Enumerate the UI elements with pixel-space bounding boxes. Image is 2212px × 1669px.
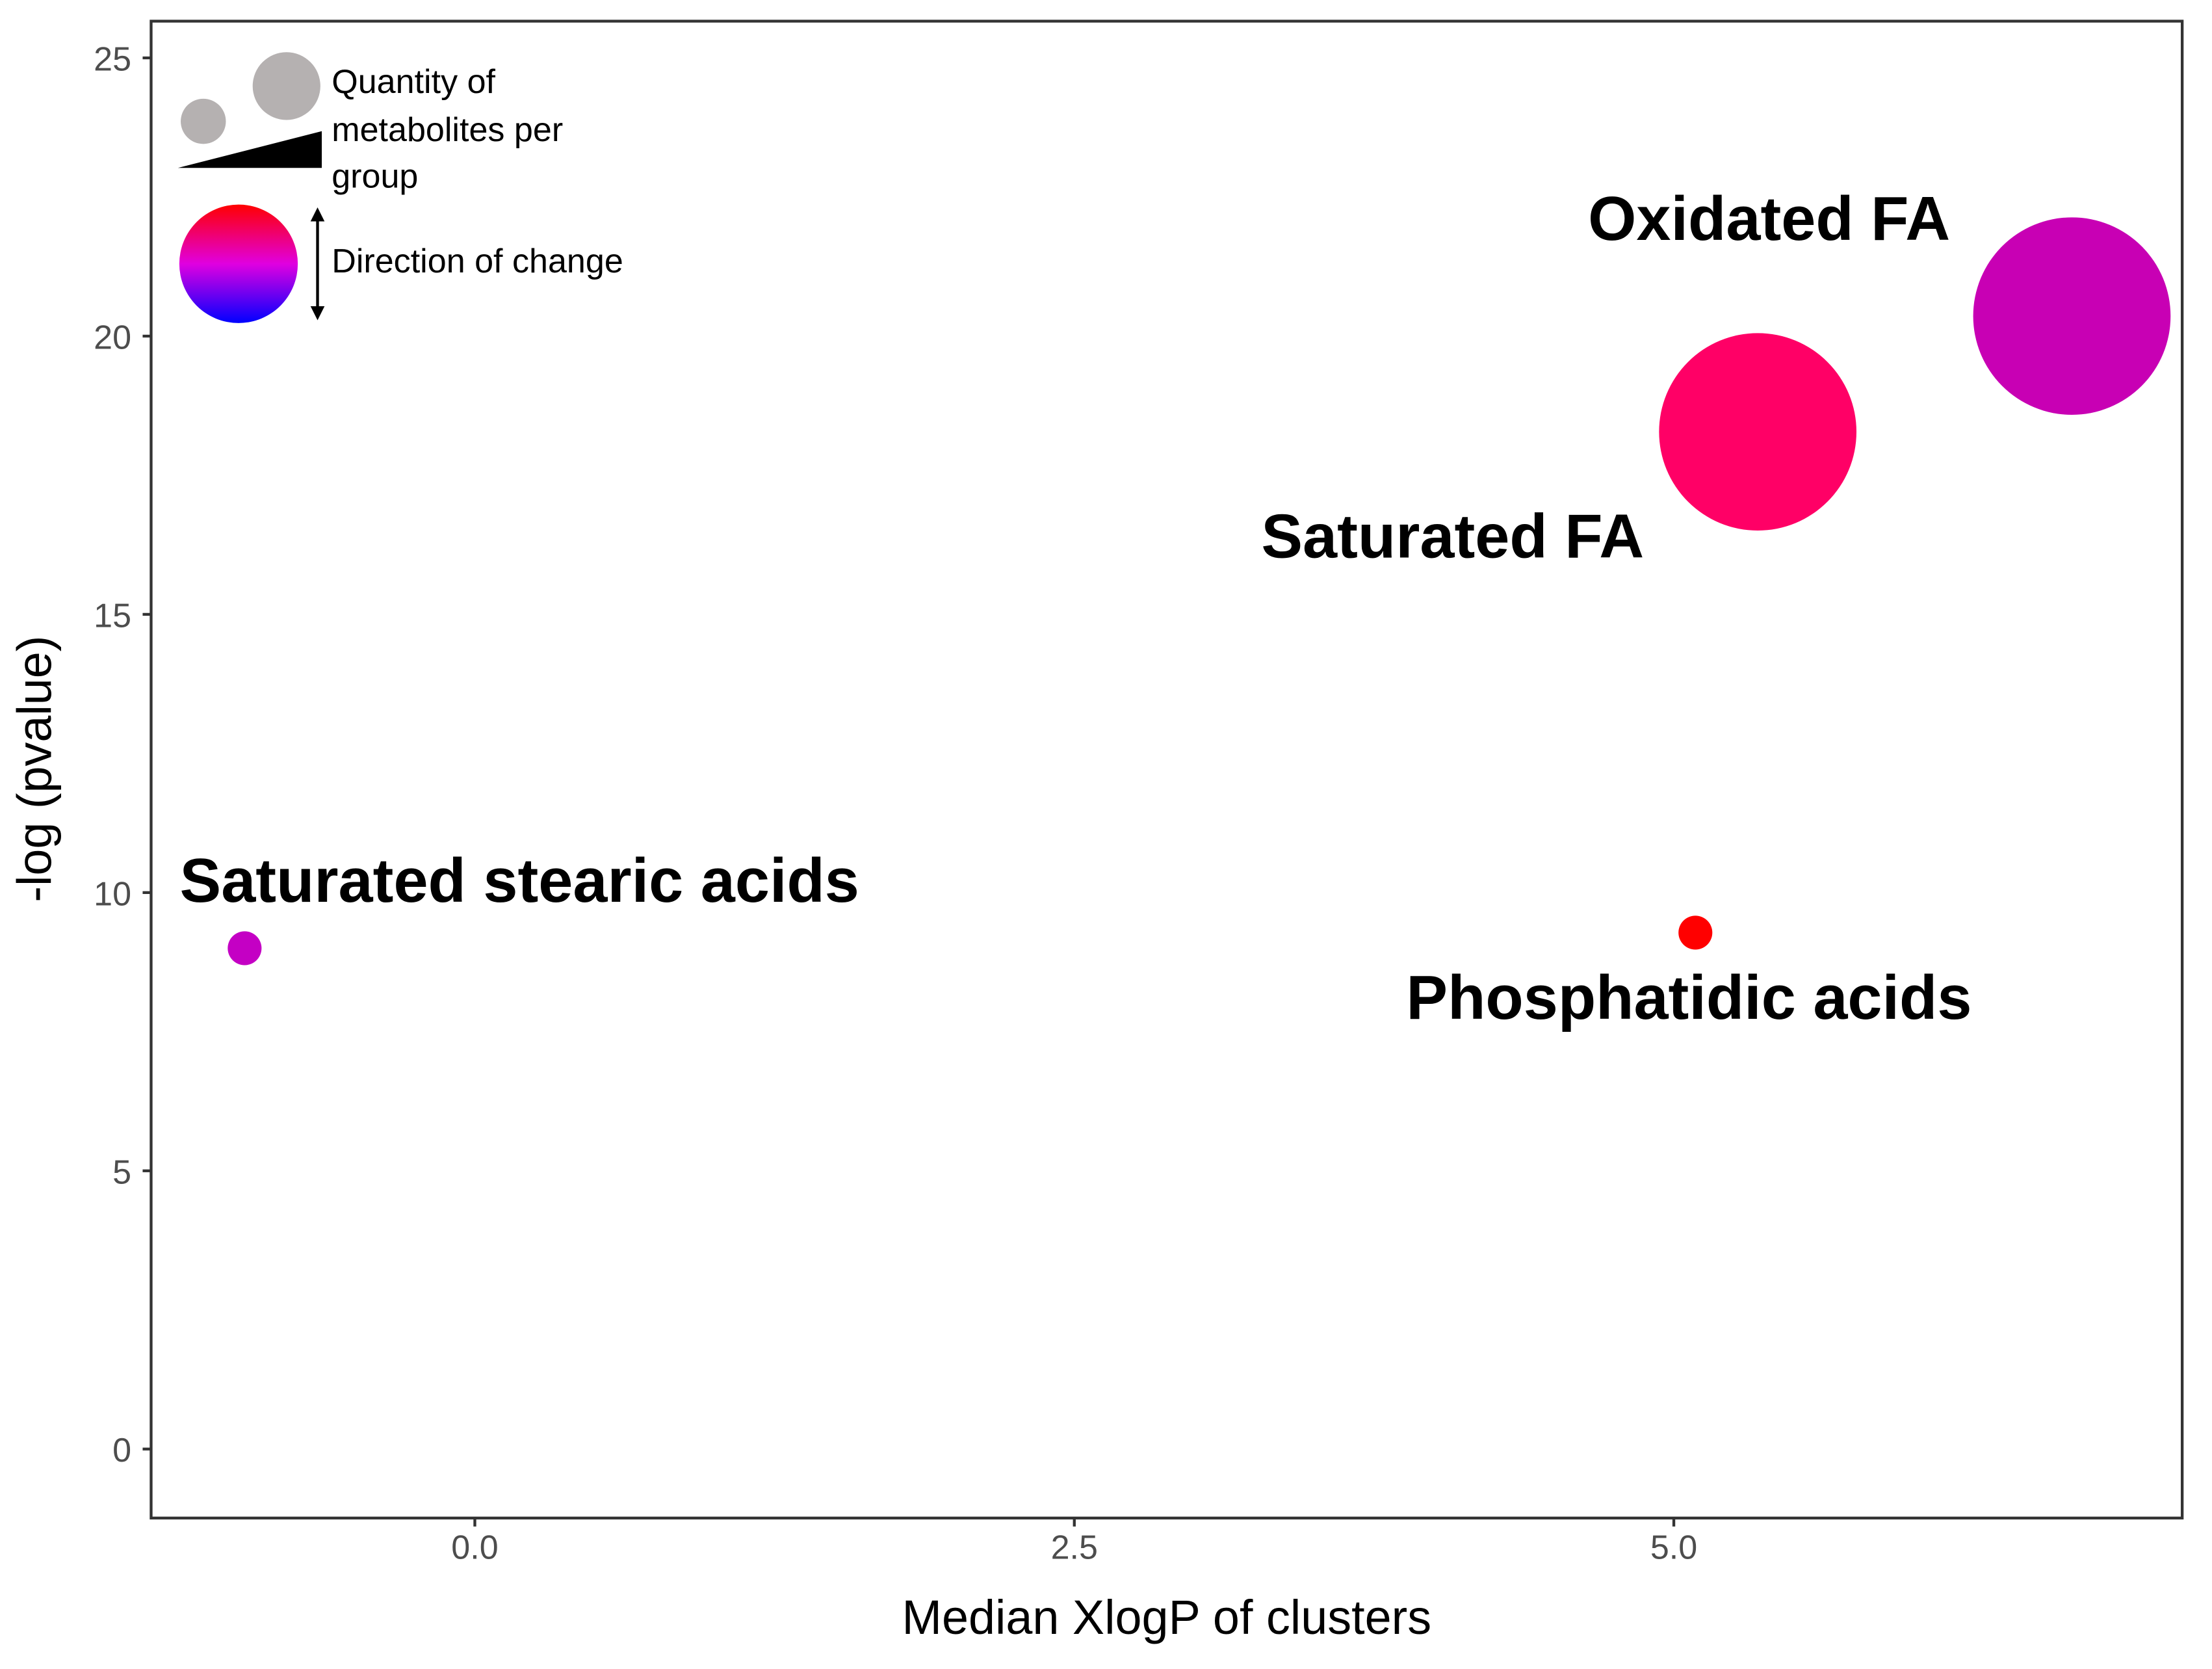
plot-frame [150, 20, 2184, 1519]
x-tick-label: 0.0 [451, 1529, 498, 1567]
y-tick-label: 20 [94, 319, 131, 356]
x-tick-label: 2.5 [1051, 1529, 1098, 1567]
legend-color-swatch [179, 204, 298, 323]
y-tick-label: 15 [94, 597, 131, 635]
bubble [228, 931, 262, 966]
legend-size-title: Quantity of [332, 63, 495, 101]
y-tick-label: 10 [94, 875, 131, 913]
legend: Quantity of metabolites per group Direct… [177, 52, 623, 323]
y-tick-label: 5 [112, 1153, 131, 1191]
point-label: Oxidated FA [1588, 185, 1950, 254]
point-label: Phosphatidic acids [1406, 964, 1971, 1032]
legend-size-title: group [332, 158, 418, 196]
bubble [1973, 217, 2171, 415]
legend-size-title: metabolites per [332, 111, 563, 149]
x-axis-title: Median XlogP of clusters [902, 1590, 1432, 1644]
x-tick-label: 5.0 [1650, 1529, 1697, 1567]
point-label: Saturated stearic acids [180, 847, 859, 915]
y-tick-label: 25 [94, 41, 131, 79]
point-label: Saturated FA [1261, 502, 1644, 571]
legend-color-title: Direction of change [332, 243, 623, 280]
bubble [1678, 915, 1713, 950]
bubble [1659, 333, 1857, 531]
legend-size-large [252, 52, 320, 120]
legend-size-small [181, 98, 226, 144]
y-axis-title: -log (pvalue) [7, 636, 61, 902]
y-tick-label: 0 [112, 1432, 131, 1469]
